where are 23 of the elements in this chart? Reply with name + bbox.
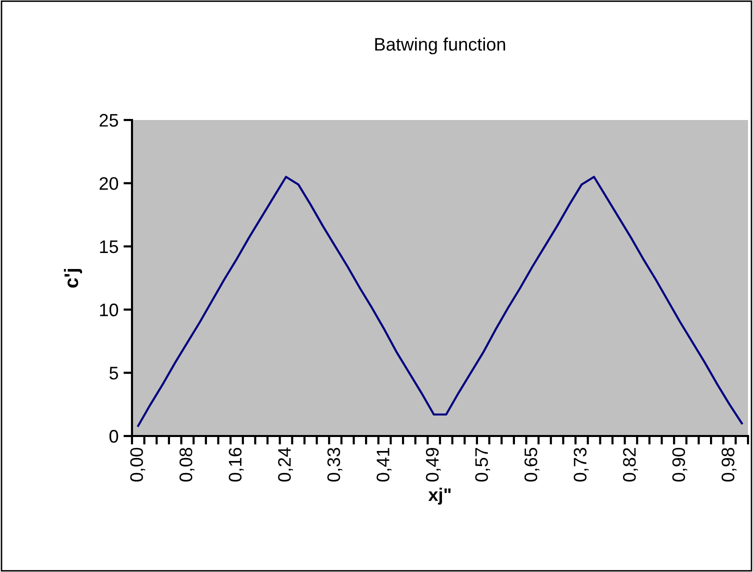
x-tick-label: 0,16 (228, 448, 244, 482)
x-tick-label: 0,98 (722, 448, 736, 482)
x-tick-label: 0,00 (130, 448, 146, 482)
x-tick-label: 0,08 (180, 448, 194, 482)
line-series (137, 176, 743, 427)
y-axis-title: c'j (64, 268, 82, 288)
x-tick-label: 0,24 (278, 448, 293, 482)
x-tick-label: 0,49 (426, 448, 441, 482)
x-axis-title: xj" (428, 488, 451, 505)
y-tick-label: 10 (100, 304, 118, 316)
x-tick-label: 0,65 (524, 448, 540, 482)
x-tick-label: 0,90 (672, 448, 688, 482)
y-tick-label: 25 (100, 114, 118, 127)
y-tick-label: 20 (100, 177, 118, 190)
x-tick-label: 0,41 (376, 448, 392, 482)
x-tick-label: 0,82 (623, 448, 638, 482)
y-tick-label: 0 (109, 430, 118, 443)
y-tick-label: 5 (109, 366, 118, 380)
x-tick-label: 0,33 (327, 448, 342, 482)
x-tick-label: 0,57 (475, 448, 490, 482)
x-tick-label: 0,73 (574, 448, 589, 482)
chart-title: Batwing function (375, 37, 506, 54)
y-tick-label: 15 (100, 240, 118, 254)
